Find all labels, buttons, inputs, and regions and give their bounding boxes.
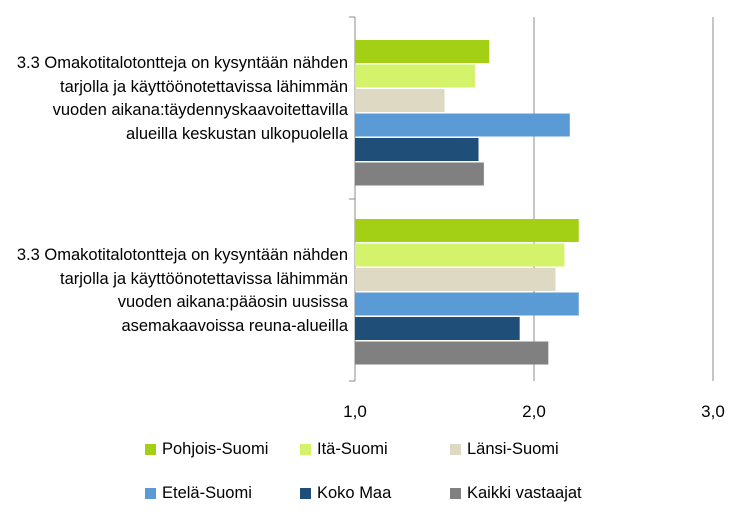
legend-item: Itä-Suomi	[300, 438, 450, 460]
legend-swatch	[145, 443, 156, 455]
legend: Pohjois-Suomi Itä-Suomi Länsi-Suomi Etel…	[145, 438, 625, 504]
x-tick-label: 2,0	[522, 402, 546, 421]
legend-label: Koko Maa	[317, 483, 392, 502]
category-label: 3.3 Omakotitalotontteja on kysyntään näh…	[16, 246, 348, 335]
bar	[355, 89, 445, 112]
bar	[355, 268, 556, 291]
bar	[355, 113, 570, 137]
category-label: 3.3 Omakotitalotontteja on kysyntään näh…	[16, 54, 348, 143]
bar	[355, 292, 579, 316]
legend-item: Etelä-Suomi	[145, 482, 300, 504]
legend-label: Pohjois-Suomi	[162, 439, 269, 458]
legend-label: Itä-Suomi	[317, 439, 388, 458]
legend-label: Länsi-Suomi	[467, 439, 559, 458]
x-tick-label: 3,0	[701, 402, 725, 421]
bar	[355, 162, 484, 186]
bar	[355, 317, 520, 340]
legend-swatch	[300, 487, 311, 499]
legend-item: Pohjois-Suomi	[145, 438, 300, 460]
legend-item: Kaikki vastaajat	[450, 482, 625, 504]
legend-swatch	[300, 443, 311, 455]
bar	[355, 243, 565, 267]
bar	[355, 341, 549, 365]
legend-swatch	[145, 487, 156, 499]
x-tick-label: 1,0	[343, 402, 367, 421]
legend-swatch	[450, 443, 461, 455]
legend-item: Länsi-Suomi	[450, 438, 625, 460]
legend-swatch	[450, 487, 461, 499]
legend-label: Kaikki vastaajat	[467, 483, 582, 502]
bar	[355, 138, 479, 161]
bar	[355, 219, 579, 242]
legend-item: Koko Maa	[300, 482, 450, 504]
bar	[355, 64, 475, 88]
bar	[355, 40, 490, 63]
legend-label: Etelä-Suomi	[162, 483, 252, 502]
